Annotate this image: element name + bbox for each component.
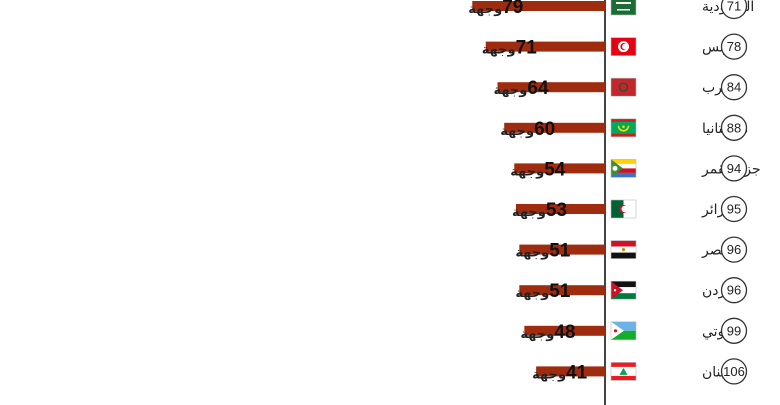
bar <box>485 41 605 52</box>
value-label: 71وجهة <box>482 38 537 59</box>
value-label: 41وجهة <box>532 362 587 383</box>
bar <box>515 204 605 214</box>
bar <box>472 1 605 11</box>
mauritania-flag <box>610 118 637 138</box>
rank-circle <box>720 114 748 141</box>
morocco-flag <box>610 77 637 97</box>
rank-label: 88 <box>727 120 741 135</box>
rank-circle <box>720 277 748 304</box>
chart-row: 64وجهةالمغرب84 <box>493 74 748 101</box>
bar <box>519 244 605 255</box>
chart-row: 60وجهةموريتانيا88 <box>500 114 748 141</box>
value-label: 51وجهة <box>515 281 570 302</box>
value-label: 54وجهة <box>510 159 565 180</box>
value-label: 60وجهة <box>500 119 555 140</box>
chart-row: 53وجهةالجزائر95 <box>512 195 748 223</box>
rank-circle <box>720 74 748 101</box>
rank-circle <box>720 358 748 385</box>
rank-label: 78 <box>727 39 741 54</box>
bar <box>504 122 605 133</box>
rank-circle <box>720 195 748 223</box>
value-label: 51وجهة <box>515 241 570 262</box>
rank-circle <box>720 236 748 263</box>
bar <box>514 163 605 174</box>
comoros-flag <box>610 159 637 178</box>
algeria-flag <box>610 199 637 219</box>
value-label: 64وجهة <box>493 78 548 99</box>
rank-circle <box>720 0 748 20</box>
rank-label: 106 <box>723 364 745 379</box>
rank-label: 71 <box>727 0 741 14</box>
rank-label: 95 <box>727 202 741 217</box>
bar <box>524 325 605 336</box>
chart-row: 48وجهةجيبوتي99 <box>520 317 748 344</box>
value-label: 48وجهة <box>520 322 575 343</box>
djibouti-flag <box>610 321 637 341</box>
jordan-flag <box>610 280 637 300</box>
rank-label: 96 <box>727 242 741 257</box>
value-label: 53وجهة <box>512 200 567 221</box>
egypt-flag <box>610 240 637 259</box>
rank-label: 94 <box>727 161 741 176</box>
chart-row: 79وجهةالسعودية71 <box>468 0 754 20</box>
saudi-arabia-flag <box>610 0 637 16</box>
rank-circle <box>720 33 748 60</box>
rank-label: 99 <box>727 323 741 338</box>
bar <box>536 366 605 377</box>
rank-label: 96 <box>727 283 741 298</box>
value-label: 79وجهة <box>468 0 523 18</box>
rank-circle <box>720 317 748 344</box>
bar <box>519 285 605 296</box>
tunisia-flag <box>610 37 637 56</box>
bar <box>497 82 605 93</box>
lebanon-flag <box>610 362 637 381</box>
rank-label: 84 <box>727 80 741 95</box>
rank-circle <box>720 155 748 182</box>
